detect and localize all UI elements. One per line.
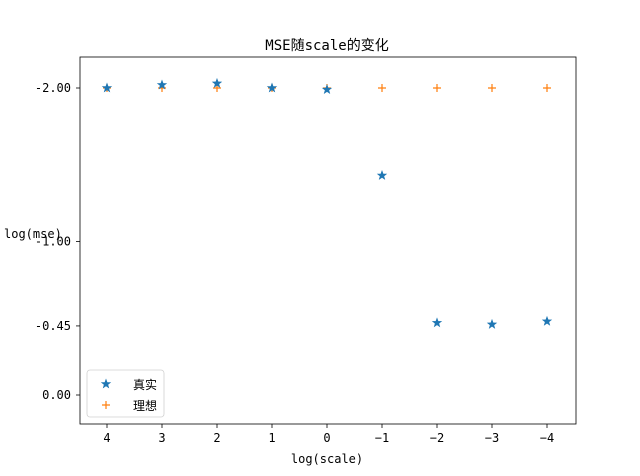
x-tick-label: 0 <box>323 431 330 445</box>
data-point <box>431 317 443 328</box>
x-axis: 4 3 2 1 0 −1 −2 −3 −4 <box>103 424 554 445</box>
x-tick-label: −1 <box>375 431 389 445</box>
series-real <box>101 77 553 329</box>
y-tick-label: -0.45 <box>35 319 71 333</box>
data-point <box>543 84 551 92</box>
legend-marker <box>100 378 112 389</box>
x-tick-label: 2 <box>213 431 220 445</box>
x-tick-label: −4 <box>540 431 554 445</box>
y-axis-label: log(mse) <box>4 227 62 241</box>
y-tick-label: -2.00 <box>35 81 71 95</box>
chart-title: MSE随scale的变化 <box>265 38 388 54</box>
x-tick-label: 3 <box>158 431 165 445</box>
legend-marker <box>102 401 110 409</box>
data-point <box>378 84 386 92</box>
data-point <box>376 170 388 180</box>
data-point <box>211 77 223 88</box>
series-layer <box>101 77 553 329</box>
legend-label: 理想 <box>133 398 157 413</box>
data-point <box>101 82 113 93</box>
data-point <box>266 82 278 93</box>
x-axis-label: log(scale) <box>291 452 363 466</box>
data-point <box>433 84 441 92</box>
data-point <box>486 318 498 329</box>
y-tick-label: -1.00 <box>35 235 71 249</box>
legend-label: 真实 <box>133 377 157 392</box>
x-tick-label: 1 <box>268 431 275 445</box>
data-point <box>488 84 496 92</box>
data-point <box>321 84 333 94</box>
data-point <box>156 79 168 90</box>
data-point <box>541 315 553 326</box>
y-tick-label: 0.00 <box>42 388 71 402</box>
x-tick-label: 4 <box>103 431 110 445</box>
y-axis: -2.00 -1.00 -0.45 0.00 <box>35 81 80 402</box>
x-tick-label: −2 <box>430 431 444 445</box>
plot-area <box>79 56 577 425</box>
x-tick-label: −3 <box>485 431 499 445</box>
